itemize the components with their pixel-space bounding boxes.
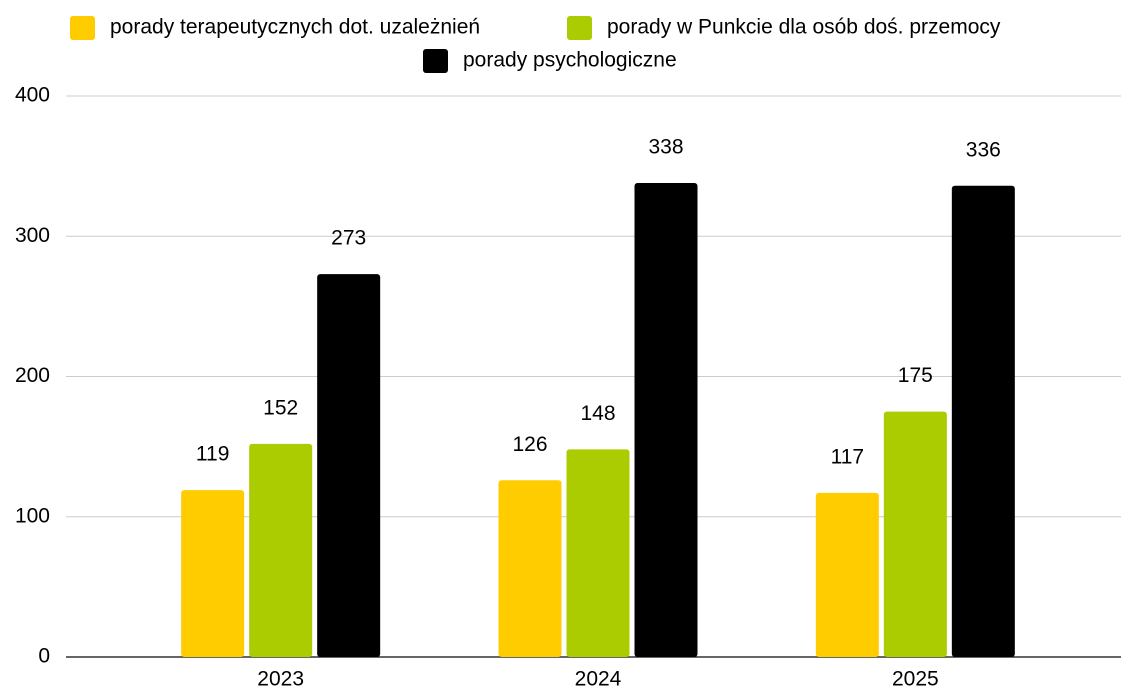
x-tick-label: 2025 [892, 668, 939, 691]
data-label: 175 [898, 364, 933, 387]
data-label: 148 [580, 402, 615, 425]
y-tick-label: 400 [15, 84, 50, 107]
bar [498, 480, 562, 657]
data-label: 126 [512, 433, 547, 456]
bar [951, 185, 1015, 657]
data-label: 273 [331, 227, 366, 250]
legend-swatch [423, 49, 448, 73]
bar [566, 449, 630, 657]
legend-swatch [70, 16, 95, 40]
bar [634, 182, 698, 657]
data-label: 152 [263, 396, 298, 419]
data-label: 117 [831, 445, 864, 468]
legend-label: porady terapeutycznych dot. uzależnień [110, 16, 480, 39]
legend-swatch [567, 16, 592, 40]
data-label: 336 [966, 138, 1001, 161]
y-tick-label: 100 [15, 504, 50, 527]
legend-label: porady w Punkcie dla osób doś. przemocy [607, 16, 1001, 39]
y-tick-label: 0 [38, 645, 50, 668]
legend-label: porady psychologiczne [463, 49, 677, 72]
data-label: 338 [648, 136, 683, 159]
bar [181, 490, 245, 657]
bar [815, 492, 879, 657]
x-tick-label: 2024 [575, 668, 622, 691]
x-tick-label: 2023 [257, 668, 304, 691]
y-tick-label: 300 [15, 224, 50, 247]
bar [249, 443, 313, 657]
data-label: 119 [196, 443, 229, 466]
bar [883, 411, 947, 657]
y-tick-label: 200 [15, 364, 50, 387]
bar [317, 274, 381, 657]
